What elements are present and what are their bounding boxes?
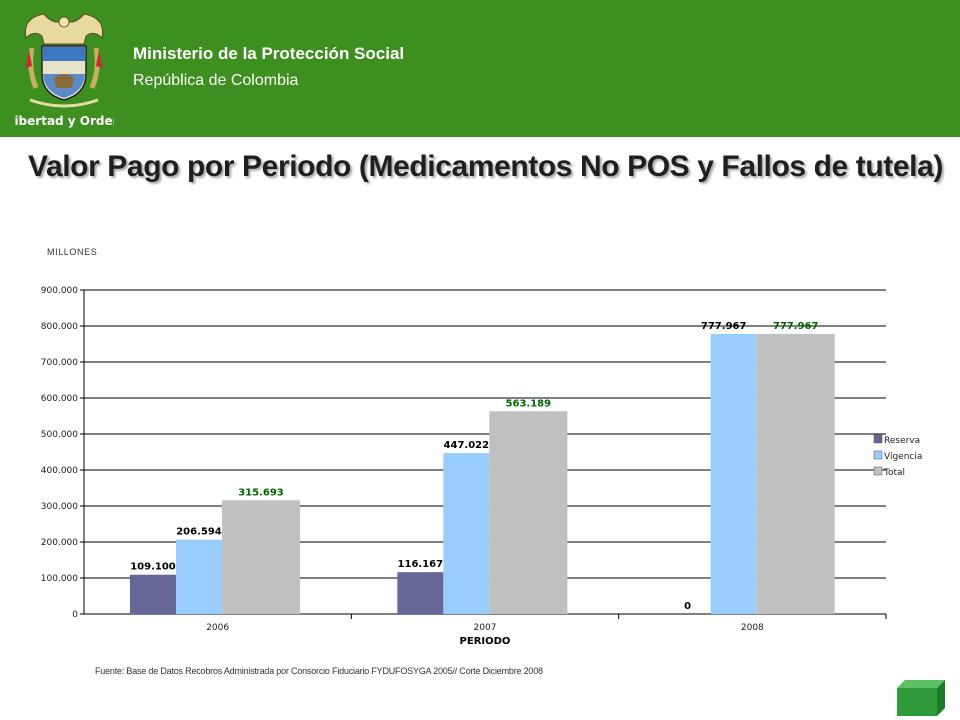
y-tick-label: 500.000	[41, 430, 78, 440]
motto-text: Libertad y Orden	[14, 114, 114, 128]
data-label-vigencia-2007: 447.022	[444, 440, 490, 451]
data-label-reserva-2008: 0	[684, 601, 691, 612]
x-tick-label: 2007	[474, 623, 497, 633]
country-name: República de Colombia	[133, 72, 299, 89]
y-tick-label: 200.000	[41, 538, 78, 548]
colombia-coat-of-arms-icon: Libertad y Orden	[14, 13, 114, 128]
legend-swatch-reserva	[873, 434, 883, 444]
x-axis-title: PERIODO	[460, 636, 511, 647]
y-tick-label: 700.000	[41, 358, 78, 368]
x-tick-label: 2006	[206, 623, 229, 633]
legend-label-total: Total	[883, 468, 905, 478]
y-tick-label: 900.000	[41, 286, 78, 296]
data-label-total-2007: 563.189	[506, 398, 552, 409]
data-label-vigencia-2006: 206.594	[176, 527, 222, 538]
bar-vigencia-2008	[710, 333, 757, 614]
data-label-reserva-2006: 109.100	[130, 562, 176, 573]
y-tick-label: 800.000	[41, 322, 78, 332]
legend-swatch-total	[873, 466, 883, 476]
y-tick-label: 600.000	[41, 394, 78, 404]
source-note: Fuente: Base de Datos Recobros Administr…	[95, 666, 543, 676]
ministry-name: Ministerio de la Protección Social	[133, 44, 405, 63]
next-slide-button[interactable]	[893, 680, 947, 716]
data-label-total-2006: 315.693	[238, 487, 284, 498]
data-label-reserva-2007: 116.167	[398, 559, 444, 570]
y-tick-label: 300.000	[41, 502, 78, 512]
legend-swatch-vigencia	[873, 450, 883, 460]
legend-label-vigencia: Vigencia	[884, 452, 922, 462]
y-tick-label: 400.000	[41, 466, 78, 476]
bar-vigencia-2007	[443, 453, 490, 614]
bar-total-2007	[489, 411, 568, 614]
legend-label-reserva: Reserva	[884, 436, 920, 446]
bar-total-2006	[222, 500, 300, 614]
header-banner: Libertad y Orden Ministerio de la Protec…	[0, 0, 960, 137]
y-tick-label: 0	[72, 610, 78, 620]
data-label-vigencia-2008: 777.967	[701, 321, 747, 332]
x-tick-label: 2008	[741, 623, 764, 633]
slide-title: Valor Pago por Periodo (Medicamentos No …	[28, 150, 943, 183]
bar-vigencia-2006	[176, 539, 222, 614]
data-label-total-2008: 777.967	[773, 321, 819, 332]
bar-total-2008	[756, 333, 835, 614]
bar-reserva-2007	[397, 572, 444, 614]
unit-label: MILLONES	[47, 247, 98, 257]
y-tick-label: 100.000	[41, 574, 78, 584]
bar-chart: 0 100.000 200.000 300.000 400.000 500.000 600.…	[41, 286, 923, 647]
bar-reserva-2006	[130, 574, 176, 614]
